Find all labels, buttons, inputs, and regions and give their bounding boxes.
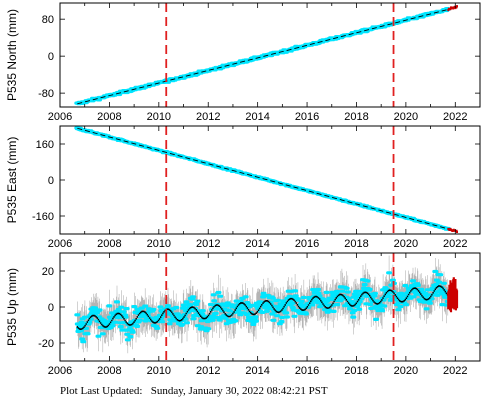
panel-plot-area-2 bbox=[74, 255, 459, 354]
plot-updated-footer: Plot Last Updated: Sunday, January 30, 2… bbox=[60, 385, 328, 397]
x-tick-label: 2006 bbox=[48, 111, 72, 123]
y-tick-label: 80 bbox=[42, 14, 54, 26]
x-tick-label: 2012 bbox=[196, 238, 220, 250]
y-tick-label: 0 bbox=[48, 302, 54, 314]
model-line-0 bbox=[77, 6, 458, 105]
plot-updated-timestamp: Sunday, January 30, 2022 08:42:21 PST bbox=[150, 385, 328, 397]
x-tick-label: 2018 bbox=[344, 111, 368, 123]
x-tick-label: 2022 bbox=[443, 238, 467, 250]
panel-plot-area-1 bbox=[74, 126, 458, 233]
panel-0: 2006 2008 2010 2012 2014 2016 2018 2020 2022 -80 0… bbox=[5, 2, 481, 123]
x-tick-label: 2010 bbox=[147, 238, 171, 250]
y-axis-title: P535 East (mm) bbox=[5, 137, 19, 224]
panel-plot-area-0 bbox=[74, 5, 458, 106]
recent-points-0 bbox=[447, 5, 458, 12]
x-tick-label: 2016 bbox=[295, 111, 319, 123]
model-line-1 bbox=[77, 127, 458, 232]
x-tick-label: 2010 bbox=[147, 365, 171, 377]
x-tick-label: 2014 bbox=[245, 238, 269, 250]
y-tick-label: 0 bbox=[48, 51, 54, 63]
plot-updated-label: Plot Last Updated: bbox=[60, 385, 143, 397]
x-tick-label: 2008 bbox=[97, 365, 121, 377]
panel-2: 2006 2008 2010 2012 2014 2016 2018 2020 2022 -20 0… bbox=[5, 252, 481, 377]
x-tick-label: 2016 bbox=[295, 238, 319, 250]
x-tick-label: 2008 bbox=[97, 238, 121, 250]
y-tick-label: 20 bbox=[42, 266, 54, 278]
x-tick-label: 2016 bbox=[295, 365, 319, 377]
x-tick-label: 2018 bbox=[344, 365, 368, 377]
x-tick-label: 2008 bbox=[97, 111, 121, 123]
model-line-2 bbox=[76, 285, 458, 330]
x-tick-label: 2022 bbox=[443, 111, 467, 123]
x-tick-label: 2020 bbox=[394, 111, 418, 123]
recent-points-2 bbox=[447, 277, 459, 313]
x-tick-label: 2006 bbox=[48, 238, 72, 250]
x-tick-label: 2010 bbox=[147, 111, 171, 123]
x-tick-label: 2006 bbox=[48, 365, 72, 377]
x-tick-label: 2014 bbox=[245, 365, 269, 377]
x-tick-label: 2012 bbox=[196, 111, 220, 123]
x-tick-label: 2014 bbox=[245, 111, 269, 123]
x-tick-label: 2020 bbox=[394, 238, 418, 250]
y-tick-label: -80 bbox=[38, 88, 54, 100]
panel-1: 2006 2008 2010 2012 2014 2016 2018 2020 2022 -160… bbox=[5, 125, 481, 250]
x-tick-label: 2020 bbox=[394, 365, 418, 377]
y-axis-title: P535 Up (mm) bbox=[5, 268, 19, 346]
x-tick-label: 2018 bbox=[344, 238, 368, 250]
y-tick-label: -160 bbox=[32, 211, 54, 223]
panel-frame-0 bbox=[59, 2, 481, 108]
y-tick-label: -20 bbox=[38, 338, 54, 350]
x-tick-label: 2012 bbox=[196, 365, 220, 377]
recent-points-1 bbox=[447, 227, 458, 233]
x-tick-label: 2022 bbox=[443, 365, 467, 377]
y-tick-label: 0 bbox=[48, 175, 54, 187]
y-axis-title: P535 North (mm) bbox=[5, 9, 19, 101]
y-tick-label: 160 bbox=[36, 139, 54, 151]
